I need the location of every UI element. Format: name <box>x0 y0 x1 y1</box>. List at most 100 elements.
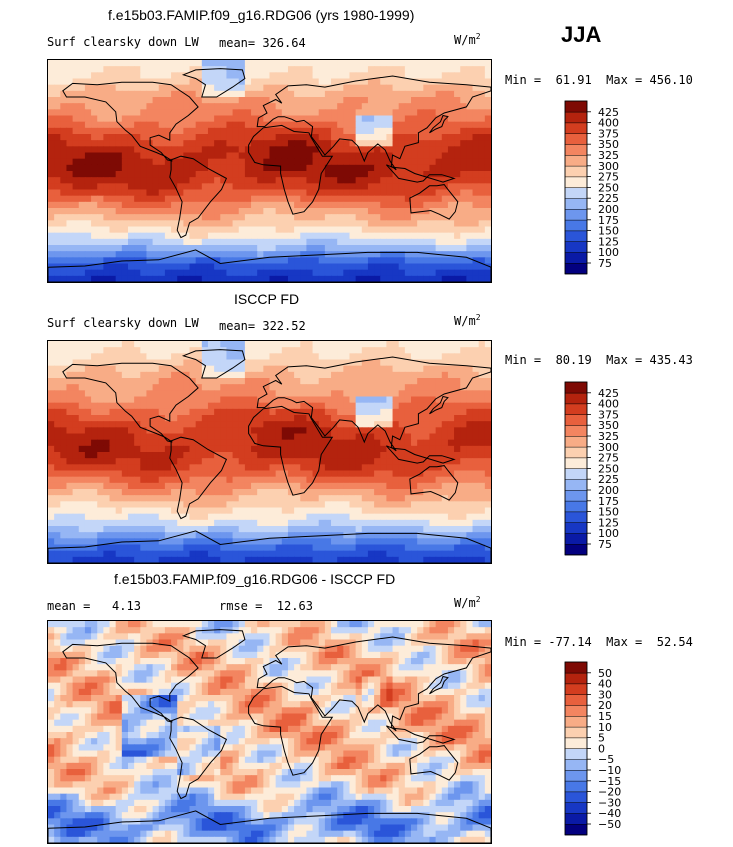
heatmap-cell <box>103 152 111 160</box>
heatmap-cell <box>251 214 258 221</box>
heatmap-cell <box>318 121 326 129</box>
heatmap-cell <box>398 482 406 490</box>
heatmap-cell <box>361 78 369 86</box>
heatmap-cell <box>355 208 363 215</box>
heatmap-cell <box>398 208 406 215</box>
heatmap-cell <box>380 408 387 416</box>
heatmap-cell <box>374 177 381 184</box>
heatmap-cell <box>97 183 104 191</box>
heatmap-cell <box>91 257 98 265</box>
heatmap-cell <box>164 408 172 416</box>
heatmap-cell <box>251 152 258 160</box>
heatmap-cell <box>183 195 191 203</box>
heatmap-cell <box>404 60 412 67</box>
heatmap-cell <box>300 66 308 73</box>
heatmap-cell <box>164 214 172 221</box>
heatmap-cell <box>109 421 117 428</box>
heatmap-cell <box>201 433 209 441</box>
heatmap-cell <box>97 269 104 277</box>
heatmap-cell <box>183 495 191 502</box>
colorbar-tick-label: 425 <box>598 106 619 119</box>
heatmap-cell <box>367 421 375 428</box>
heatmap-cell <box>78 251 86 258</box>
heatmap-cell <box>367 408 375 416</box>
heatmap-cell <box>238 220 246 228</box>
heatmap-cell <box>54 507 61 515</box>
heatmap-cell <box>121 445 129 453</box>
heatmap-cell <box>140 220 148 228</box>
heatmap-cell <box>177 158 184 166</box>
heatmap-cell <box>478 501 486 509</box>
heatmap-cell <box>275 232 283 240</box>
heatmap-cell <box>238 495 246 502</box>
heatmap-cell <box>392 507 400 515</box>
heatmap-cell <box>158 526 166 533</box>
heatmap-cell <box>367 519 375 527</box>
heatmap-cell <box>146 164 154 172</box>
heatmap-cell <box>177 452 184 459</box>
heatmap-cell <box>103 415 111 422</box>
heatmap-cell <box>484 347 491 354</box>
heatmap-cell <box>152 201 160 209</box>
heatmap-cell <box>103 195 111 203</box>
heatmap-cell <box>115 134 123 141</box>
heatmap-cell <box>189 347 197 354</box>
heatmap-cell <box>152 238 160 246</box>
heatmap-cell <box>318 452 326 459</box>
heatmap-cell <box>361 109 369 117</box>
heatmap-cell <box>281 158 289 166</box>
heatmap-cell <box>127 501 135 509</box>
heatmap-cell <box>380 371 387 379</box>
heatmap-cell <box>238 452 246 459</box>
heatmap-cell <box>306 232 314 240</box>
heatmap-cell <box>411 127 418 135</box>
heatmap-cell <box>281 103 289 110</box>
heatmap-cell <box>367 402 375 410</box>
heatmap-cell <box>331 115 338 123</box>
heatmap-cell <box>318 60 326 67</box>
heatmap-cell <box>269 72 277 80</box>
heatmap-cell <box>251 226 258 234</box>
heatmap-cell <box>367 439 375 447</box>
heatmap-cell <box>367 183 375 191</box>
heatmap-cell <box>183 263 191 271</box>
heatmap-cell <box>294 353 301 361</box>
heatmap-cell <box>164 396 172 404</box>
heatmap-cell <box>275 60 283 67</box>
heatmap-cell <box>72 171 80 178</box>
heatmap-cell <box>429 84 437 92</box>
heatmap-cell <box>189 269 197 277</box>
heatmap-cell <box>454 208 461 215</box>
heatmap-cell <box>337 458 344 465</box>
heatmap-cell <box>460 452 467 459</box>
heatmap-cell <box>343 177 351 184</box>
heatmap-cell <box>214 482 221 490</box>
heatmap-cell <box>164 238 172 246</box>
heatmap-cell <box>54 103 61 110</box>
heatmap-cell <box>183 538 191 546</box>
heatmap-cell <box>460 359 467 367</box>
heatmap-cell <box>109 134 117 141</box>
heatmap-cell <box>386 60 394 67</box>
heatmap-cell <box>84 146 92 154</box>
heatmap-cell <box>214 245 221 252</box>
heatmap-cell <box>349 97 357 104</box>
heatmap-cell <box>201 415 209 422</box>
heatmap-cell <box>275 445 283 453</box>
heatmap-cell <box>287 220 295 228</box>
heatmap-cell <box>140 513 148 521</box>
heatmap-cell <box>386 84 394 92</box>
heatmap-cell <box>103 134 111 141</box>
heatmap-cell <box>478 109 486 117</box>
heatmap-cell <box>411 263 418 271</box>
heatmap-cell <box>109 109 117 117</box>
heatmap-cell <box>343 421 351 428</box>
heatmap-cell <box>343 464 351 472</box>
heatmap-cell <box>367 164 375 172</box>
heatmap-cell <box>472 189 480 197</box>
heatmap-cell <box>318 84 326 92</box>
heatmap-cell <box>423 90 431 98</box>
heatmap-cell <box>466 269 474 277</box>
heatmap-cell <box>392 263 400 271</box>
heatmap-cell <box>355 476 363 484</box>
